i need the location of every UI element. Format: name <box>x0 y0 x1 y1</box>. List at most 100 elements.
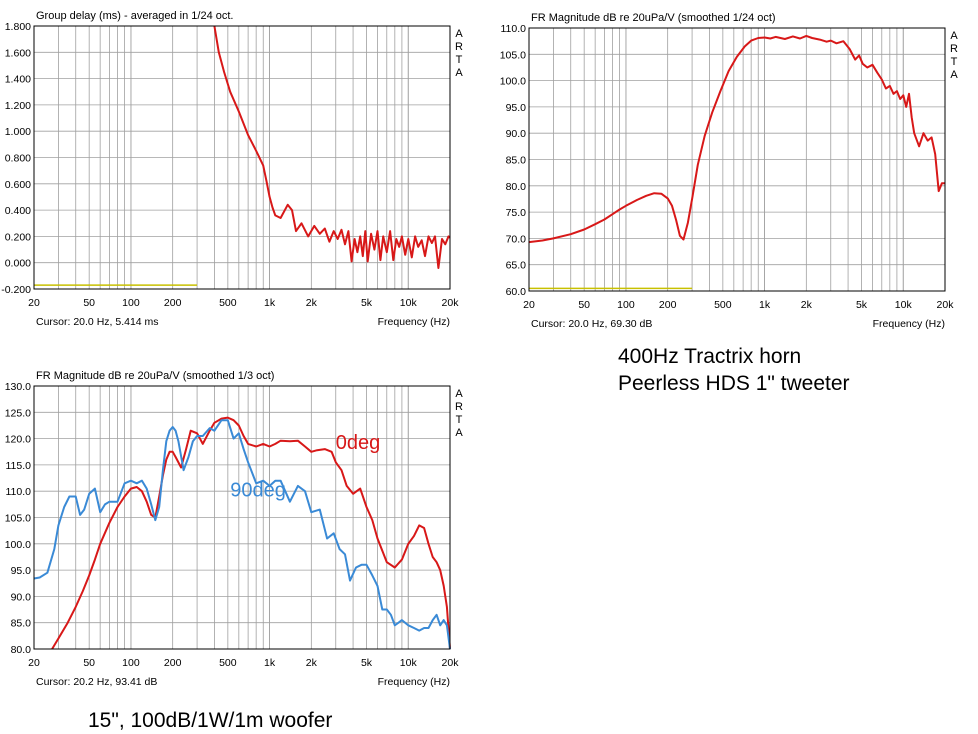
x-tick-label: 2k <box>801 299 813 311</box>
x-tick-label: 100 <box>122 657 140 669</box>
y-tick-label: 100.0 <box>500 76 526 88</box>
caption-woofer: 15", 100dB/1W/1m woofer <box>88 709 333 732</box>
plot-frame <box>528 27 946 292</box>
y-grid <box>34 411 450 624</box>
y-tick-label: 1.400 <box>5 74 31 86</box>
y-tick-label: 105.0 <box>500 49 526 61</box>
x-tick-label: 100 <box>122 297 140 309</box>
x-tick-label: 1k <box>264 657 276 669</box>
x-tick-label: 50 <box>83 297 95 309</box>
y-tick-label: 0.000 <box>5 258 31 270</box>
x-tick-label: 10k <box>400 297 418 309</box>
y-grid <box>34 51 450 264</box>
watermark-letter: A <box>455 67 463 79</box>
x-tick-label: 500 <box>714 299 732 311</box>
y-tick-label: 60.0 <box>506 286 527 298</box>
plot-frame <box>33 25 451 290</box>
chart-title: FR Magnitude dB re 20uPa/V (smoothed 1/2… <box>531 12 776 24</box>
chart-2: 60.0 65.0 70.0 75.0 80.0 85.0 90.0 95.0 100.0 105… <box>500 12 959 330</box>
y-tick-label: 0.200 <box>5 231 31 243</box>
annotation-90deg: 90deg <box>230 479 286 501</box>
watermark-letter: A <box>455 388 463 400</box>
y-tick-label: 95.0 <box>506 102 527 114</box>
x-tick-label: 200 <box>164 297 182 309</box>
y-tick-label: -0.200 <box>1 284 31 296</box>
x-tick-label: 5k <box>856 299 868 311</box>
x-tick-label: 20 <box>523 299 535 311</box>
y-tick-label: 115.0 <box>6 460 32 472</box>
x-tick-label: 100 <box>617 299 635 311</box>
cursor-readout: Cursor: 20.2 Hz, 93.41 dB <box>36 676 157 688</box>
x-tick-label: 50 <box>83 657 95 669</box>
x-tick-label: 20 <box>28 657 40 669</box>
y-tick-label: 65.0 <box>506 260 527 272</box>
x-tick-label: 10k <box>400 657 418 669</box>
watermark-letter: A <box>455 427 463 439</box>
watermark-letter: R <box>950 43 958 55</box>
y-tick-label: 110.0 <box>501 23 527 35</box>
watermark-letter: T <box>456 414 463 426</box>
y-tick-label: 1.800 <box>5 21 31 33</box>
y-tick-label: 120.0 <box>5 434 31 446</box>
y-tick-label: 0.800 <box>5 153 31 165</box>
y-tick-label: 0.400 <box>5 205 31 217</box>
annotation-0deg: 0deg <box>336 432 381 454</box>
chart-title: Group delay (ms) - averaged in 1/24 oct. <box>36 10 233 22</box>
watermark-letter: A <box>455 28 463 40</box>
y-tick-label: 90.0 <box>506 128 527 140</box>
series-line-0deg <box>51 416 451 650</box>
y-tick-label: 105.0 <box>5 513 31 525</box>
watermark-letter: A <box>950 69 958 81</box>
chart-title: FR Magnitude dB re 20uPa/V (smoothed 1/3… <box>36 370 274 382</box>
x-axis-label: Frequency (Hz) <box>873 318 945 330</box>
plot-frame <box>33 385 451 650</box>
caption-horn-line2: Peerless HDS 1" tweeter <box>618 372 850 395</box>
y-tick-label: 95.0 <box>11 565 32 577</box>
x-tick-label: 5k <box>361 657 373 669</box>
y-tick-label: 1.000 <box>5 126 31 138</box>
x-tick-label: 2k <box>306 297 318 309</box>
x-tick-label: 500 <box>219 657 237 669</box>
chart-3: 80.0 85.0 90.0 95.0 100.0 105.0 110.0 115.0 120.… <box>5 370 464 688</box>
x-tick-label: 2k <box>306 657 318 669</box>
y-grid <box>529 53 945 266</box>
y-tick-label: 130.0 <box>5 381 31 393</box>
x-tick-label: 5k <box>361 297 373 309</box>
x-tick-label: 20k <box>442 297 460 309</box>
y-tick-label: 70.0 <box>506 233 527 245</box>
x-tick-label: 50 <box>578 299 590 311</box>
y-tick-label: 85.0 <box>11 618 32 630</box>
caption-horn-line1: 400Hz Tractrix horn <box>618 345 802 368</box>
x-tick-label: 20 <box>28 297 40 309</box>
cursor-readout: Cursor: 20.0 Hz, 5.414 ms <box>36 316 159 328</box>
chart-1: -0.200 0.000 0.200 0.400 0.600 0.800 1.000 1.20… <box>1 10 463 328</box>
x-tick-label: 200 <box>659 299 677 311</box>
y-tick-label: 90.0 <box>11 591 32 603</box>
x-tick-label: 10k <box>895 299 913 311</box>
watermark-letter: T <box>456 54 463 66</box>
cursor-readout: Cursor: 20.0 Hz, 69.30 dB <box>531 318 652 330</box>
x-tick-label: 1k <box>264 297 276 309</box>
x-tick-label: 20k <box>937 299 955 311</box>
y-tick-label: 80.0 <box>506 181 527 193</box>
y-tick-label: 85.0 <box>506 155 527 167</box>
y-tick-label: 110.0 <box>6 486 32 498</box>
y-tick-label: 0.600 <box>5 179 31 191</box>
x-tick-label: 500 <box>219 297 237 309</box>
y-tick-label: 1.600 <box>5 47 31 59</box>
x-tick-label: 200 <box>164 657 182 669</box>
watermark-letter: A <box>950 30 958 42</box>
series-line-1 <box>528 34 945 244</box>
y-tick-label: 80.0 <box>11 644 32 656</box>
series-line-1 <box>213 25 451 269</box>
series-line-90deg <box>33 419 451 650</box>
watermark-letter: T <box>951 56 958 68</box>
x-axis-label: Frequency (Hz) <box>378 316 450 328</box>
y-tick-label: 75.0 <box>506 207 527 219</box>
y-tick-label: 1.200 <box>5 100 31 112</box>
x-tick-label: 20k <box>442 657 460 669</box>
